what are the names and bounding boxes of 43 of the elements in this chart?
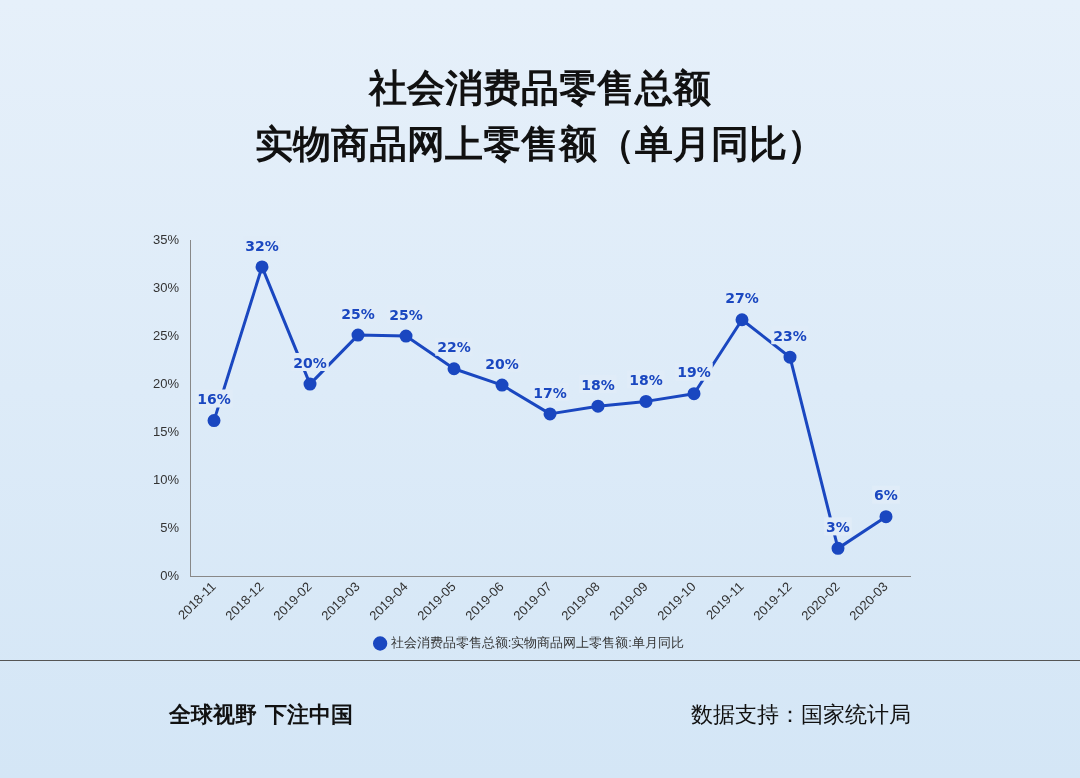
y-tick-label: 30% [152,279,180,295]
text: 全球视野 下注中国 [169,701,353,729]
data-label: 17% [533,384,567,401]
data-label: 19% [677,364,711,381]
data-label: 22% [437,339,471,356]
data-label: 3% [826,519,850,536]
data-label: 18% [581,376,615,393]
data-label: 6% [874,487,898,504]
data-label: 18% [629,372,663,389]
point [639,394,653,408]
y-tick-label: 5% [160,519,180,535]
point [831,541,845,555]
data-label: 27% [725,290,759,307]
point [399,329,413,343]
point [735,313,749,327]
legend-label: 社会消费品零售总额:实物商品网上零售额:单月同比 [390,635,684,651]
data-label: 20% [485,355,519,372]
y-tick-label: 20% [152,375,180,391]
point [543,407,557,421]
point [879,510,893,524]
point [255,260,269,274]
point [687,387,701,401]
y-tick-label: 35% [152,231,180,247]
data-label: 32% [245,237,279,254]
point [591,399,605,413]
data-label: 25% [389,306,423,323]
chart-title: 社会消费品零售总额 [367,65,712,112]
point [783,350,797,364]
point [447,362,461,376]
point [351,328,365,342]
y-tick-label: 0% [160,567,180,583]
y-tick-label: 25% [152,327,180,343]
data-label: 16% [197,391,231,408]
data-label: 23% [773,327,807,344]
point [303,377,317,391]
data-label: 20% [293,354,327,371]
chart-subtitle: 实物商品网上零售额（单月同比） [254,121,826,168]
text: 数据支持：国家统计局 [690,701,911,729]
data-label: 25% [341,305,375,322]
point [495,378,509,392]
y-tick-label: 15% [152,423,180,439]
point [207,414,221,428]
y-tick-label: 10% [152,471,180,487]
